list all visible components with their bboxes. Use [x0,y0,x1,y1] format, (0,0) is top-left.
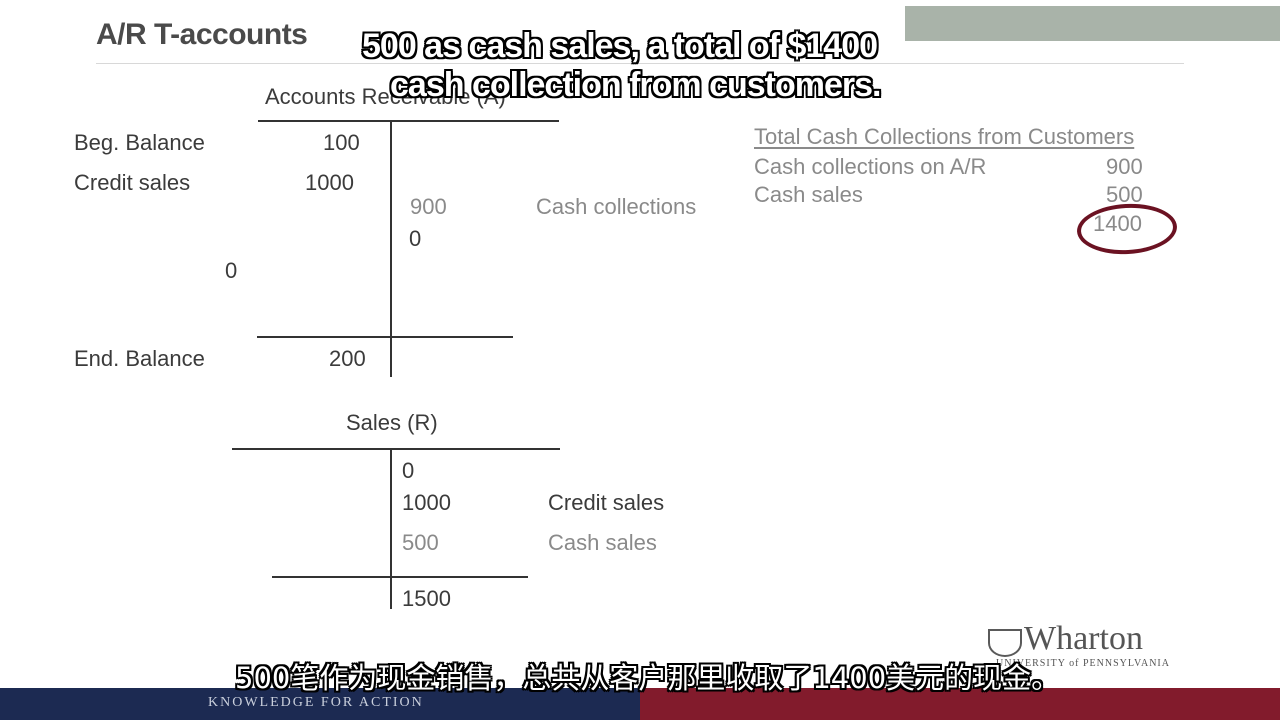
cash-summary-heading: Total Cash Collections from Customers [754,124,1135,149]
ar-collections-value: 900 [410,194,447,219]
ar-end-label: End. Balance [74,346,205,371]
ar-left-zero: 0 [225,258,238,283]
sales-closing-rule [272,576,528,578]
sales-entry-value: 1000 [402,490,451,515]
cash-summary-row-label: Cash collections on A/R [754,154,987,179]
sales-account-title: Sales (R) [346,410,438,435]
ar-closing-rule [257,336,513,338]
ar-right-zero: 0 [409,226,422,251]
ar-collections-label: Cash collections [536,194,697,219]
ar-t-horizontal [258,120,559,122]
ar-t-vertical [390,120,392,377]
sales-entry-label: Cash sales [548,530,657,555]
ar-end-value: 200 [329,346,366,371]
ar-account-title: Accounts Receivable (A) [265,84,506,109]
cash-summary-row-label: Cash sales [754,182,863,207]
highlight-circle [1075,201,1179,257]
ar-credit-value: 1000 [305,170,354,195]
slide-title: A/R T-accounts [96,18,308,51]
footer-tagline: KNOWLEDGE FOR ACTION [208,695,424,710]
ar-beg-value: 100 [323,130,360,155]
sales-t-vertical [390,448,392,609]
shield-icon [988,629,1022,657]
cash-summary-row-value: 900 [1106,154,1143,179]
wharton-logo: Wharton UNIVERSITY of PENNSYLVANIA [988,620,1193,672]
caption-chinese: 500笔作为现金销售，总共从客户那里收取了1400美元的现金。 [235,661,1061,695]
cash-summary-total: 1400 [1093,211,1142,236]
cash-summary-row-value: 500 [1106,182,1143,207]
top-accent-bar [905,6,1280,41]
logo-subtitle: UNIVERSITY of PENNSYLVANIA [996,658,1170,669]
caption-line-1: 500 as cash sales, a total of $1400 [362,27,878,65]
sales-entry-value: 500 [402,530,439,555]
logo-wordmark: Wharton [1024,620,1143,657]
footer-band-right [640,688,1280,720]
caption-line-2: cash collection from customers. [390,66,881,104]
sales-entry-label: Credit sales [548,490,665,515]
footer-band-left [0,688,640,720]
title-divider [96,63,1184,64]
ar-credit-label: Credit sales [74,170,191,195]
sales-total-value: 1500 [402,586,451,611]
sales-t-horizontal [232,448,560,450]
sales-entry-value: 0 [402,458,415,483]
ar-beg-label: Beg. Balance [74,130,205,155]
